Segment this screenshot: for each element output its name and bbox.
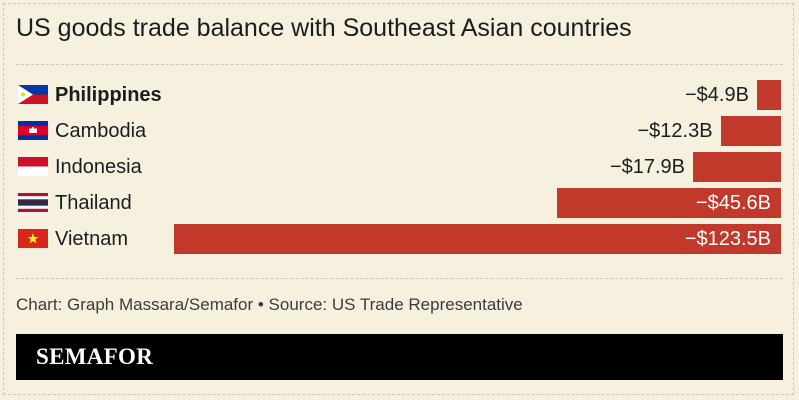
bar <box>756 80 781 110</box>
country-label: Thailand <box>55 192 132 214</box>
bar-row: Vietnam −$123.5B <box>16 224 783 254</box>
thailand-flag-icon <box>18 193 48 212</box>
country-label: Philippines <box>55 84 162 106</box>
source-divider <box>16 278 783 279</box>
vietnam-flag-icon <box>18 229 48 248</box>
philippines-flag-icon <box>18 85 48 104</box>
indonesia-flag-icon <box>18 157 48 176</box>
bar-row: Cambodia −$12.3B <box>16 116 783 146</box>
cambodia-flag-icon <box>18 121 48 140</box>
value-label: −$123.5B <box>684 228 771 250</box>
value-label: −$45.6B <box>695 192 771 214</box>
bar <box>556 188 781 218</box>
country-label: Cambodia <box>55 120 147 142</box>
source-note: Chart: Graph Massara/Semafor • Source: U… <box>16 295 523 314</box>
bar <box>174 224 781 254</box>
bar-row: Indonesia −$17.9B <box>16 152 783 182</box>
brand-logo: SEMAFOR <box>36 344 154 369</box>
country-label: Indonesia <box>55 156 142 178</box>
bar <box>720 116 781 146</box>
brand-band: SEMAFOR <box>16 334 783 380</box>
chart-title: US goods trade balance with Southeast As… <box>16 14 632 42</box>
value-label: −$17.9B <box>609 156 686 178</box>
bar-row: Thailand −$45.6B <box>16 188 783 218</box>
country-label: Vietnam <box>55 228 129 250</box>
bar-row: Philippines −$4.9B <box>16 80 783 110</box>
value-label: −$12.3B <box>637 120 713 142</box>
title-divider <box>16 64 783 65</box>
bar <box>693 152 781 182</box>
value-label: −$4.9B <box>684 84 749 106</box>
chart-frame <box>3 3 794 395</box>
